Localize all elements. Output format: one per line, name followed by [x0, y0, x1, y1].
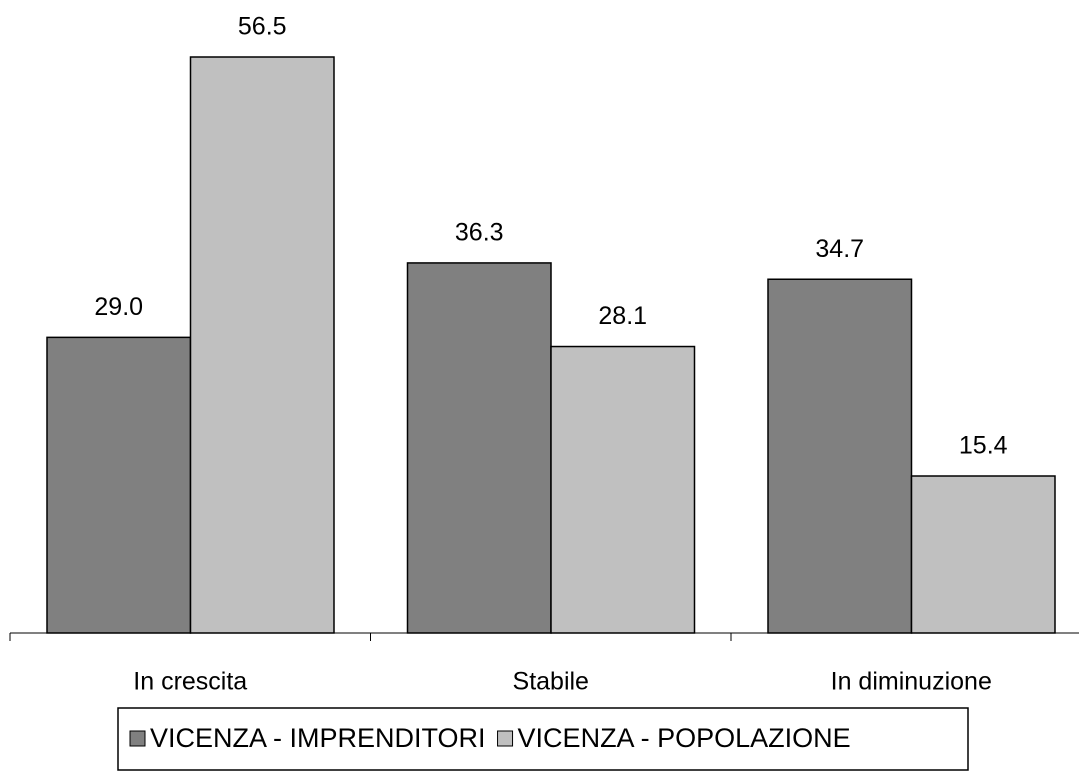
x-tick-label: In crescita — [133, 668, 247, 696]
x-tick-label: Stabile — [513, 668, 589, 696]
data-label: 28.1 — [598, 302, 647, 330]
legend-box — [117, 707, 969, 771]
bar — [767, 278, 913, 634]
data-label: 29.0 — [94, 293, 143, 321]
legend-swatch — [129, 730, 146, 747]
bar — [46, 336, 192, 634]
data-label: 34.7 — [815, 235, 864, 263]
data-label: 15.4 — [959, 432, 1008, 460]
bar — [550, 345, 696, 634]
data-label: 36.3 — [455, 219, 504, 247]
bar — [406, 262, 552, 634]
bar — [910, 475, 1056, 634]
bar — [189, 56, 335, 634]
data-label: 56.5 — [238, 13, 287, 41]
legend-label: VICENZA - IMPRENDITORI — [150, 723, 486, 753]
legend-swatch — [497, 730, 514, 747]
legend-label: VICENZA - POPOLAZIONE — [518, 723, 851, 753]
x-tick-label: In diminuzione — [831, 668, 992, 696]
